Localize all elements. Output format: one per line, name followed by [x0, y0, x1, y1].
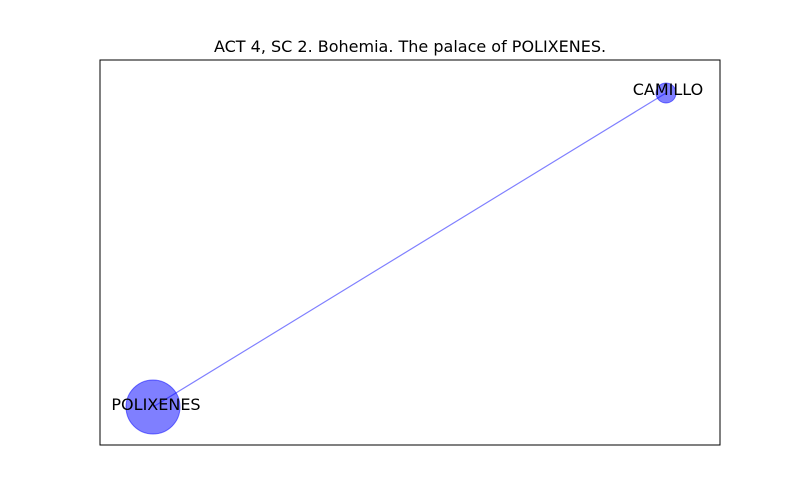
node-polixenes — [125, 379, 181, 435]
node-label-camillo: CAMILLO — [633, 80, 704, 99]
figure-title: ACT 4, SC 2. Bohemia. The palace of POLI… — [214, 37, 606, 56]
node-label-polixenes: POLIXENES — [111, 395, 200, 414]
edge-polixenes-camillo — [152, 92, 667, 408]
plot-frame — [99, 59, 721, 446]
node-camillo — [655, 82, 677, 104]
